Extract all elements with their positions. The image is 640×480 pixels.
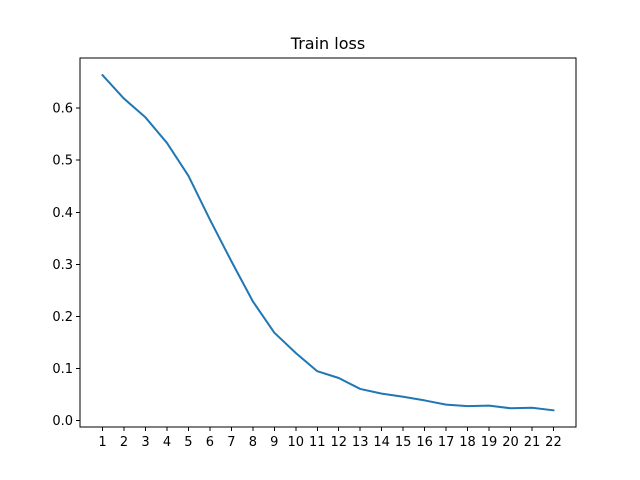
x-tick-label: 8 xyxy=(249,435,257,450)
y-tick-label: 0.5 xyxy=(52,154,73,169)
series-group xyxy=(101,73,555,412)
axes: 1 2 3 4 5 6 7 8 9 10 11 12 13 14 15 16 17 18 19 20 21 220.00.… xyxy=(52,102,561,450)
x-tick-label: 11 xyxy=(309,435,326,450)
x-tick-label: 1 xyxy=(98,435,106,450)
x-tick-label: 19 xyxy=(481,435,498,450)
x-tick-label: 10 xyxy=(288,435,305,450)
plot-frame xyxy=(79,57,577,428)
y-tick-label: 0.2 xyxy=(52,310,73,325)
x-tick-label: 20 xyxy=(502,435,519,450)
train-loss-line xyxy=(101,73,555,412)
x-tick-label: 22 xyxy=(545,435,562,450)
y-tick-label: 0.3 xyxy=(52,258,73,273)
x-tick-label: 18 xyxy=(459,435,476,450)
x-tick-label: 2 xyxy=(120,435,128,450)
x-tick-label: 6 xyxy=(206,435,214,450)
x-tick-label: 12 xyxy=(330,435,347,450)
y-tick-label: 0.4 xyxy=(52,206,73,221)
chart-title: Train loss xyxy=(290,34,365,53)
y-tick-label: 0.6 xyxy=(52,102,73,117)
x-tick-label: 14 xyxy=(373,435,390,450)
x-tick-label: 5 xyxy=(184,435,192,450)
x-tick-label: 7 xyxy=(227,435,235,450)
x-tick-label: 21 xyxy=(524,435,541,450)
x-tick-label: 17 xyxy=(438,435,455,450)
x-tick-label: 15 xyxy=(395,435,412,450)
x-tick-label: 13 xyxy=(352,435,369,450)
y-tick-label: 0.0 xyxy=(52,414,73,429)
y-tick-label: 0.1 xyxy=(52,362,73,377)
x-tick-label: 4 xyxy=(163,435,171,450)
x-tick-label: 16 xyxy=(416,435,433,450)
x-tick-label: 9 xyxy=(270,435,278,450)
x-tick-label: 3 xyxy=(141,435,149,450)
